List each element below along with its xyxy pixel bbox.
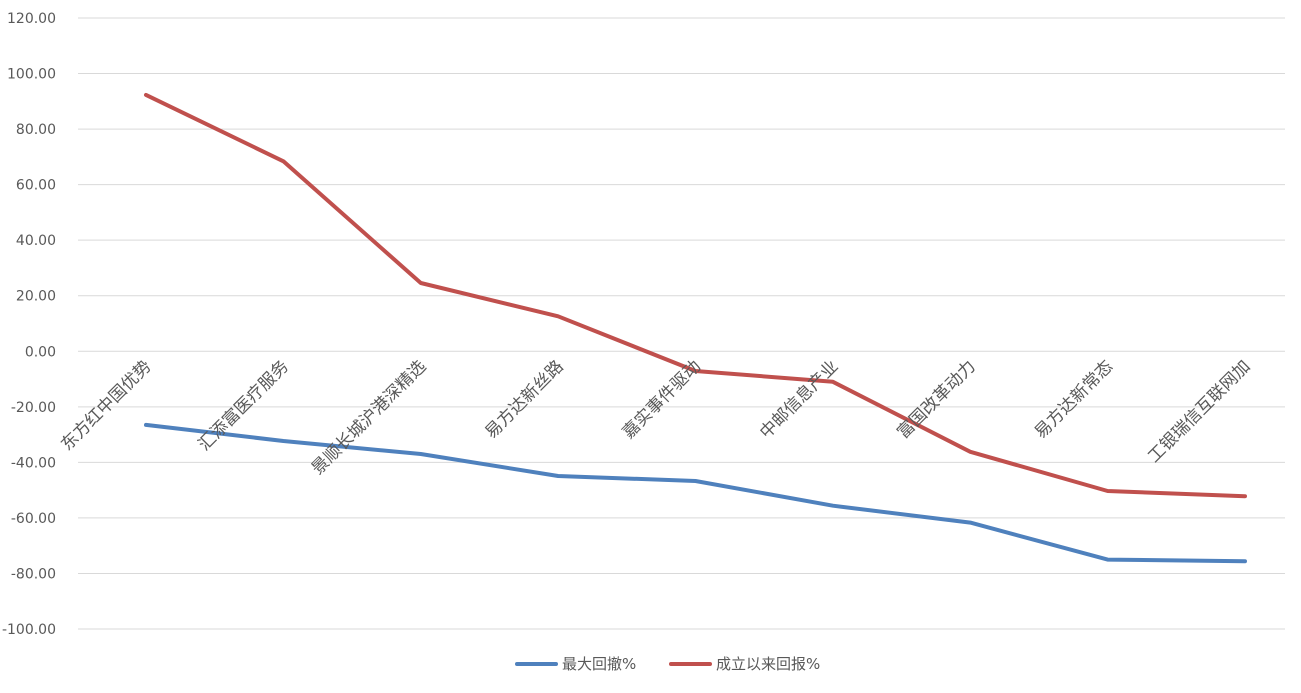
y-tick-label: 40.00 — [16, 233, 56, 249]
y-tick-label: -20.00 — [11, 400, 56, 416]
y-tick-label: 80.00 — [16, 122, 56, 138]
y-tick-label: -40.00 — [11, 455, 56, 471]
legend-label: 成立以来回报% — [716, 655, 820, 673]
x-category-label: 中邮信息产业 — [756, 357, 842, 443]
gridlines — [78, 18, 1285, 629]
x-category-label: 易方达新丝路 — [481, 357, 567, 443]
legend-label: 最大回撤% — [562, 655, 636, 673]
series-line-0 — [146, 425, 1245, 561]
y-tick-label: 100.00 — [7, 67, 56, 83]
x-category-label: 东方红中国优势 — [57, 357, 155, 455]
y-tick-label: -80.00 — [11, 566, 56, 582]
y-axis-tick-labels: 120.00 100.00 80.00 60.00 40.00 20.00 0.00 -20.… — [2, 11, 56, 638]
x-category-label: 工银瑞信互联网加 — [1144, 357, 1254, 467]
y-tick-label: 20.00 — [16, 289, 56, 305]
x-category-label: 富国改革动力 — [894, 357, 980, 443]
y-tick-label: 0.00 — [25, 344, 56, 360]
y-tick-label: -60.00 — [11, 511, 56, 527]
x-axis-category-labels: 东方红中国优势汇添富医疗服务景顺长城沪港深精选易方达新丝路嘉实事件驱动中邮信息产… — [57, 357, 1254, 479]
x-category-label: 易方达新常态 — [1031, 357, 1117, 443]
legend: 最大回撤% 成立以来回报% — [517, 655, 820, 673]
y-tick-label: -100.00 — [2, 622, 56, 638]
y-tick-label: 120.00 — [7, 11, 56, 27]
x-category-label: 嘉实事件驱动 — [619, 357, 705, 443]
y-tick-label: 60.00 — [16, 178, 56, 194]
series-lines — [146, 95, 1245, 561]
x-category-label: 景顺长城沪港深精选 — [308, 357, 430, 479]
